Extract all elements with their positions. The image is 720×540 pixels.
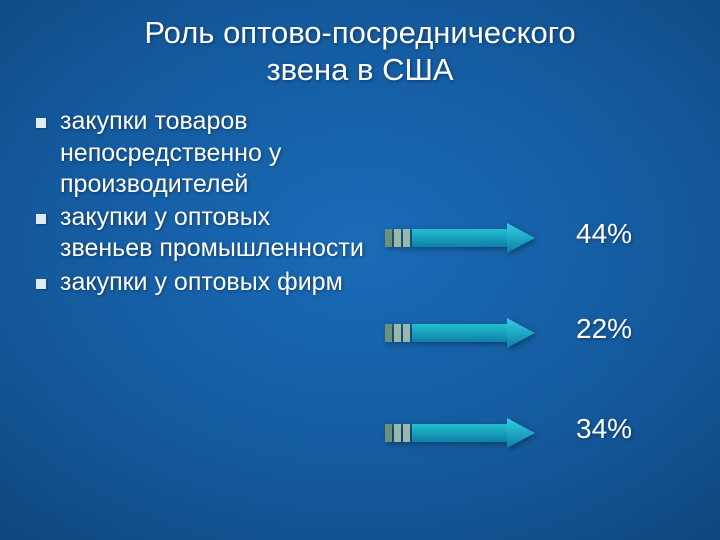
arrow-icon xyxy=(385,418,535,448)
list-item: закупки товаров непосредственно у произв… xyxy=(36,106,366,200)
list-item: закупки у оптовых фирм xyxy=(36,267,366,298)
bullet-marker-icon xyxy=(36,118,46,128)
bullet-text: закупки товаров непосредственно у произв… xyxy=(60,106,366,200)
title-line-2: звена в США xyxy=(266,52,453,87)
percent-value: 34% xyxy=(576,413,632,445)
percent-value: 44% xyxy=(576,218,632,250)
arrow-icon xyxy=(385,223,535,253)
list-item: закупки у оптовых звеньев промышленности xyxy=(36,202,366,265)
bullet-marker-icon xyxy=(36,279,46,289)
bullet-text: закупки у оптовых звеньев промышленности xyxy=(60,202,366,265)
slide-content: закупки товаров непосредственно у произв… xyxy=(0,88,720,106)
percent-value: 22% xyxy=(576,313,632,345)
bullet-marker-icon xyxy=(36,214,46,224)
bullet-list: закупки товаров непосредственно у произв… xyxy=(36,106,366,300)
bullet-text: закупки у оптовых фирм xyxy=(60,267,343,298)
title-line-1: Роль оптово-посреднического xyxy=(144,15,575,50)
arrow-icon xyxy=(385,318,535,348)
slide-title: Роль оптово-посреднического звена в США xyxy=(0,0,720,88)
